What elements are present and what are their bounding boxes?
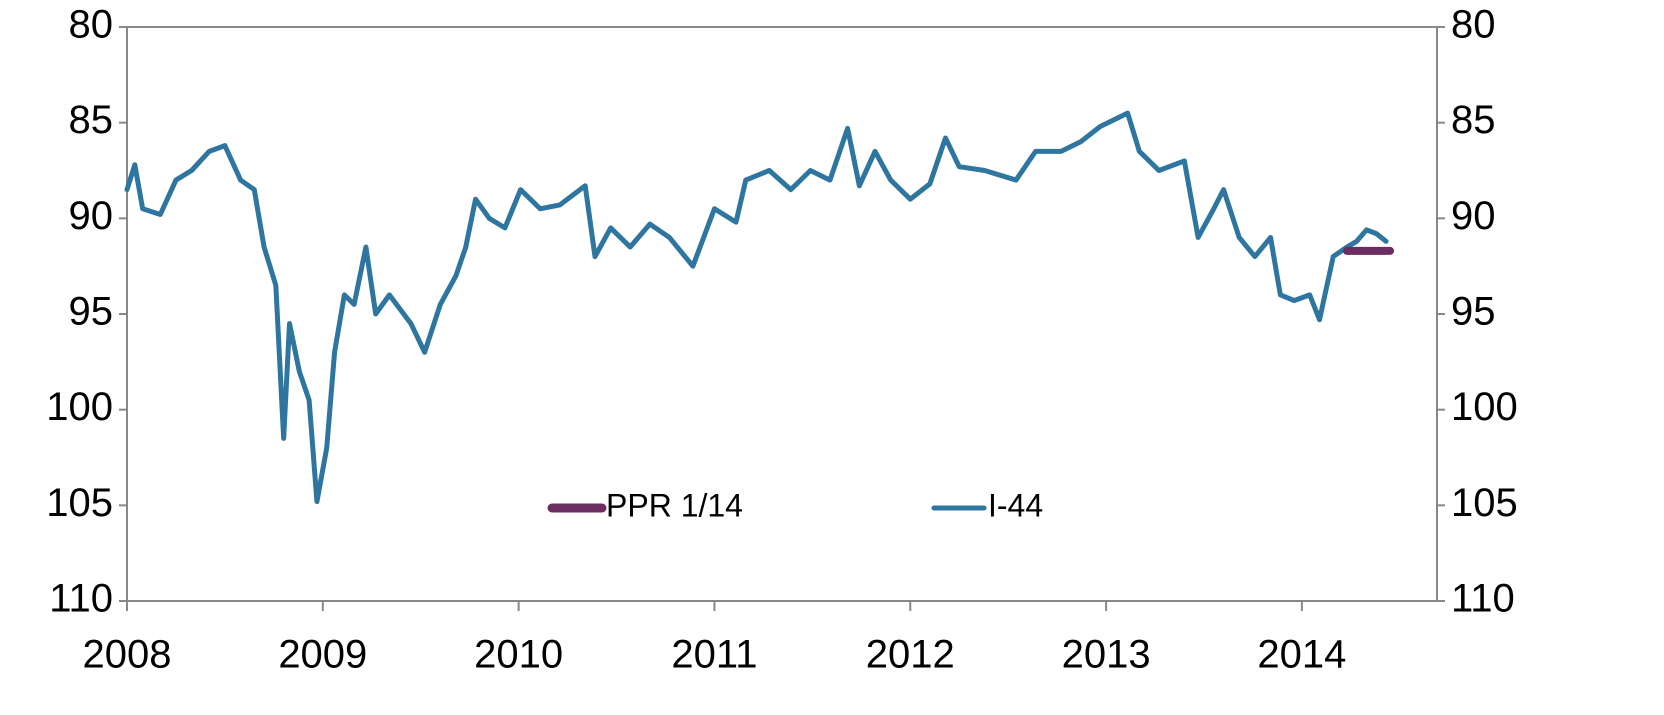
x-tick-label: 2014 [1257,633,1346,677]
y-tick-label: 85 [69,98,114,142]
legend-label: PPR 1/14 [606,487,743,523]
y2-tick-label: 80 [1451,3,1496,47]
x-tick-label: 2010 [474,633,563,677]
x-tick-label: 2008 [83,633,172,677]
x-tick-label: 2009 [278,633,367,677]
x-tick-label: 2011 [671,633,757,677]
line [124,110,1389,505]
y-tick-label: 100 [46,385,113,429]
y-tick-label: 80 [69,3,114,47]
x-tick-label: 2013 [1062,633,1151,677]
y2-tick-label: 110 [1451,577,1515,621]
y-tick-label: 95 [69,290,114,334]
y2-tick-label: 85 [1451,98,1496,142]
y2-tick-label: 100 [1451,385,1518,429]
y-tick-label: 90 [69,194,114,238]
y2-tick-label: 90 [1451,194,1496,238]
y2-tick-label: 95 [1451,290,1496,334]
x-tick-label: 2012 [866,633,955,677]
plot-frame [126,26,1438,602]
legend-label: I-44 [988,487,1043,523]
y-tick-label: 105 [46,481,113,525]
y-tick-label: 110 [49,577,113,621]
y2-tick-label: 105 [1451,481,1518,525]
